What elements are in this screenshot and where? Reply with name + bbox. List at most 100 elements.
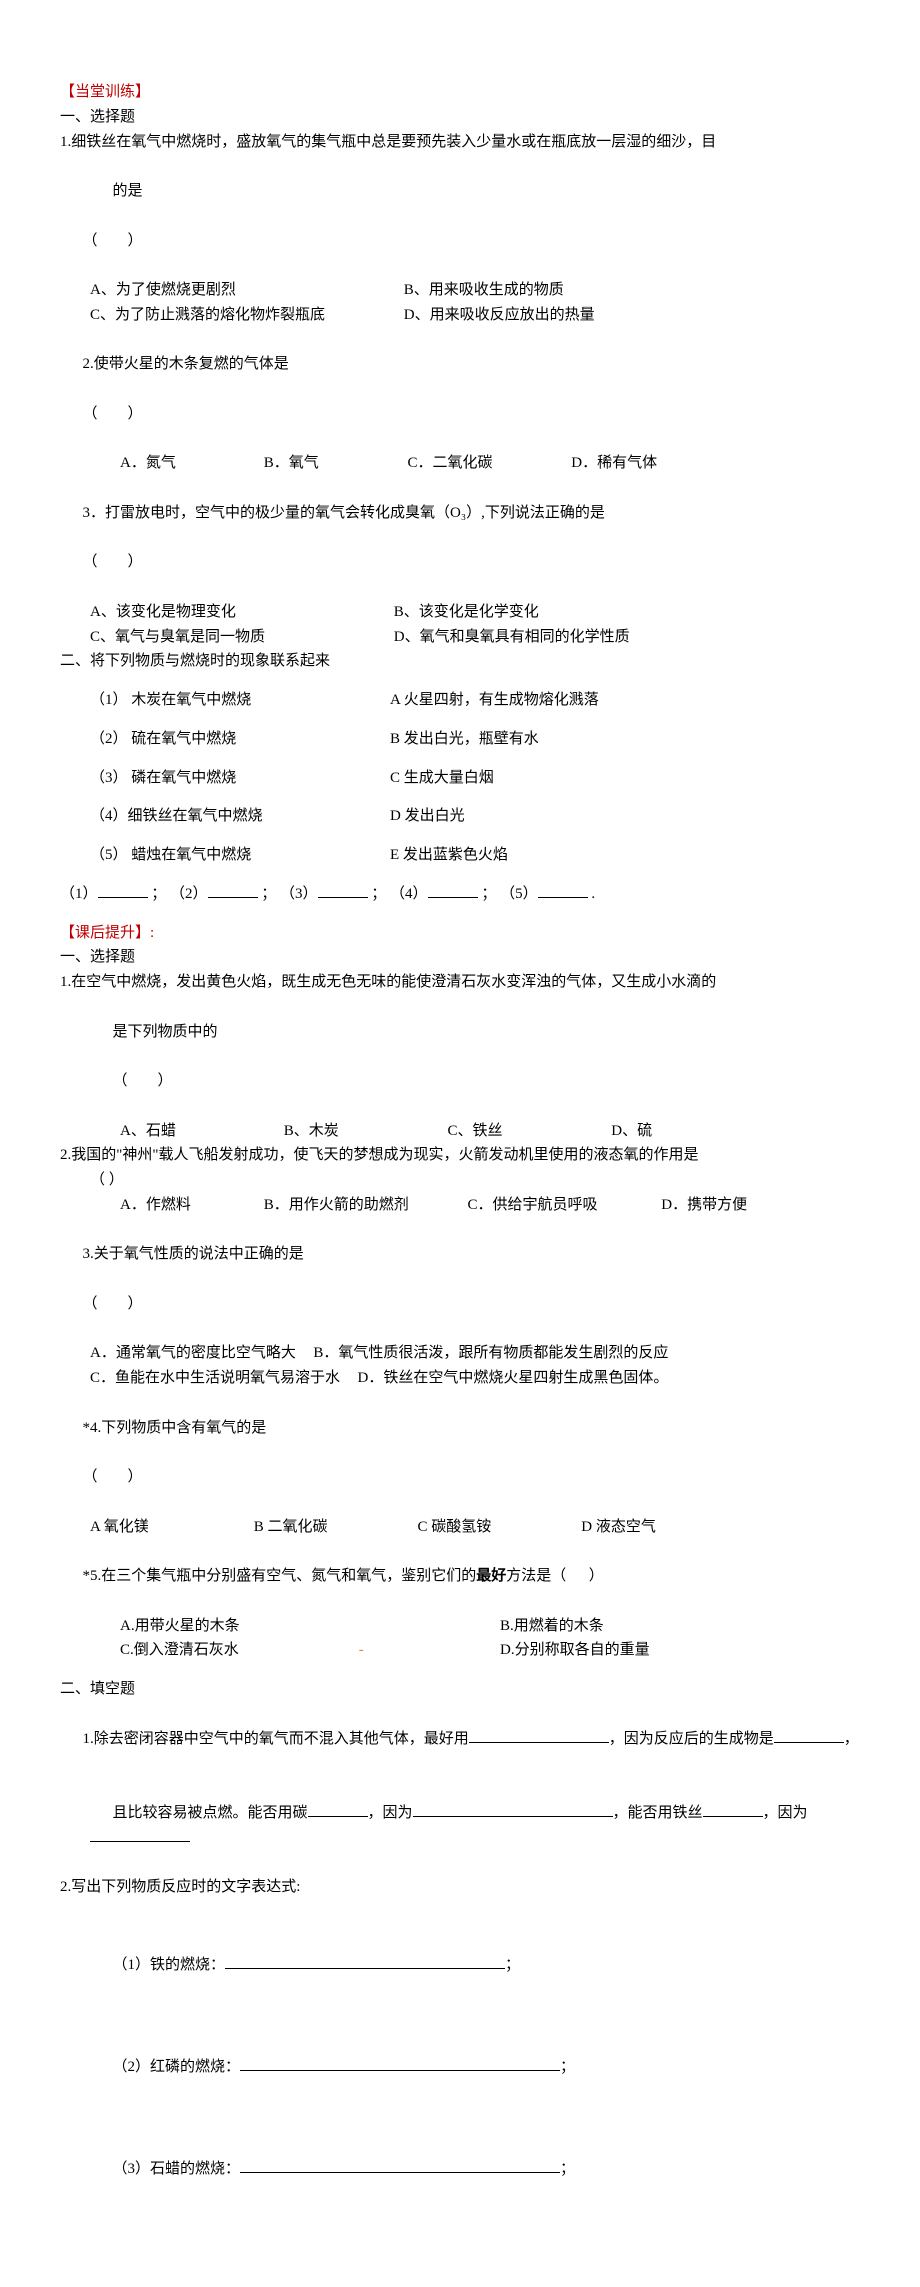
q3-opt-c: C、氧气与臭氧是同一物质 (90, 625, 390, 650)
s2q1-d: D、硫 (611, 1123, 652, 1139)
section-1: 【当堂训练】 一、选择题 1.细铁丝在氧气中燃烧时，盛放氧气的集气瓶中总是要预先… (60, 80, 860, 907)
section-2-header: 【课后提升】: (60, 921, 860, 946)
s2q5-d: D.分别称取各自的重量 (500, 1638, 650, 1663)
orange-mark: - (359, 1642, 364, 1658)
f1-blank4[interactable] (413, 1801, 613, 1817)
match-row-1: （1） 木炭在氧气中燃烧 A 火星四射，有生成物熔化溅落 (90, 688, 860, 713)
match-l3: （3） 磷在氧气中燃烧 (90, 766, 390, 791)
s2q1-stem1: 1.在空气中燃烧，发出黄色火焰，既生成无色无味的能使澄清石灰水变浑浊的气体，又生… (60, 970, 860, 995)
f1-blank5[interactable] (703, 1801, 763, 1817)
q1-opt-c: C、为了防止溅落的熔化物炸裂瓶底 (90, 303, 400, 328)
section-2-sub2: 二、填空题 (60, 1677, 860, 1702)
f1-line2: 且比较容易被点燃。能否用碳，因为，能否用铁丝，因为 (90, 1776, 860, 1875)
s2-q1: 1.在空气中燃烧，发出黄色火焰，既生成无色无味的能使澄清石灰水变浑浊的气体，又生… (60, 970, 860, 1143)
q2-opt-a: A．氮气 (120, 451, 260, 476)
s2q3-stem: 3.关于氧气性质的说法中正确的是 （ ） (60, 1218, 860, 1342)
s2q3-row2: C．鱼能在水中生活说明氧气易溶于水 D．铁丝在空气中燃烧火星四射生成黑色固体。 (90, 1366, 860, 1391)
q1-opt-d: D、用来吸收反应放出的热量 (404, 307, 595, 323)
q3-options-row2: C、氧气与臭氧是同一物质 D、氧气和臭氧具有相同的化学性质 (90, 625, 860, 650)
s2q2-d: D．携带方便 (661, 1197, 747, 1213)
s2q2-paren: （ ） (90, 1172, 124, 1188)
section-1-sub2: 二、将下列物质与燃烧时的现象联系起来 (60, 649, 860, 674)
s2q2-options: A．作燃料 B．用作火箭的助燃剂 C．供给宇航员呼吸 D．携带方便 (120, 1193, 860, 1218)
f2-title: 2.写出下列物质反应时的文字表达式: (60, 1875, 860, 1900)
s2q1-stem2: 是下列物质中的 （ ） (90, 995, 860, 1119)
s2q3-a: A．通常氧气的密度比空气略大 (90, 1345, 296, 1361)
f1-line1: 1.除去密闭容器中空气中的氧气而不混入其他气体，最好用，因为反应后的生成物是， (60, 1702, 860, 1776)
q3-paren: （ ） (83, 554, 143, 570)
f2-blank1[interactable] (225, 1953, 505, 1969)
ans-blank-5[interactable] (538, 882, 588, 898)
s2q5-stem: *5.在三个集气瓶中分别盛有空气、氮气和氧气，鉴别它们的最好方法是（ ） (60, 1539, 860, 1613)
s2q4-a: A 氧化镁 (90, 1515, 250, 1540)
s2q2-c: C．供给宇航员呼吸 (468, 1193, 658, 1218)
q3-opt-b: B、该变化是化学变化 (394, 604, 539, 620)
s2q1-a: A、石蜡 (120, 1119, 280, 1144)
match-row-5: （5） 蜡烛在氧气中燃烧 E 发出蓝紫色火焰 (90, 843, 860, 868)
q2-options: A．氮气 B．氧气 C．二氧化碳 D．稀有气体 (120, 451, 860, 476)
s1-q3: 3．打雷放电时，空气中的极少量的氧气会转化成臭氧（O₃）,下列说法正确的是 （ … (60, 476, 860, 649)
s2q2-stem: 2.我国的"神州"载人飞船发射成功，使飞天的梦想成为现实，火箭发动机里使用的液态… (60, 1143, 860, 1168)
q3-options-row1: A、该变化是物理变化 B、该变化是化学变化 (90, 600, 860, 625)
section-1-header: 【当堂训练】 (60, 80, 860, 105)
s2q5-a: A.用带火星的木条 (120, 1614, 500, 1639)
q2-opt-c: C．二氧化碳 (408, 451, 568, 476)
match-l5: （5） 蜡烛在氧气中燃烧 (90, 843, 390, 868)
match-answers: （1） ； （2） ； （3） ； （4） ； （5） . (60, 882, 860, 907)
s2q4-b: B 二氧化碳 (254, 1515, 414, 1540)
f2-blank3[interactable] (240, 2157, 560, 2173)
f1-blank3[interactable] (308, 1801, 368, 1817)
match-r3: C 生成大量白烟 (390, 766, 494, 791)
f2-blank2[interactable] (240, 2055, 560, 2071)
s2q2-a: A．作燃料 (120, 1193, 260, 1218)
match-l2: （2） 硫在氧气中燃烧 (90, 727, 390, 752)
match-row-4: （4）细铁丝在氧气中燃烧 D 发出白光 (90, 804, 860, 829)
s2q2-b: B．用作火箭的助燃剂 (264, 1193, 464, 1218)
s1-q2: 2.使带火星的木条复燃的气体是 （ ） A．氮气 B．氧气 C．二氧化碳 D．稀… (60, 328, 860, 477)
match-r4: D 发出白光 (390, 804, 465, 829)
s2q4-c: C 碳酸氢铵 (418, 1515, 578, 1540)
match-l4: （4）细铁丝在氧气中燃烧 (90, 804, 390, 829)
ans-blank-4[interactable] (428, 882, 478, 898)
s2q1-paren: （ ） (113, 1073, 173, 1089)
s2q1-b: B、木炭 (284, 1119, 444, 1144)
s2q1-options: A、石蜡 B、木炭 C、铁丝 D、硫 (120, 1119, 860, 1144)
s2q3-d: D．铁丝在空气中燃烧火星四射生成黑色固体。 (358, 1370, 669, 1386)
f1-blank2[interactable] (774, 1727, 844, 1743)
q2-opt-d: D．稀有气体 (571, 455, 657, 471)
q1-options-row1: A、为了使燃烧更剧烈 B、用来吸收生成的物质 (90, 278, 860, 303)
s2-q4: *4.下列物质中含有氧气的是 （ ） A 氧化镁 B 二氧化碳 C 碳酸氢铵 D… (60, 1391, 860, 1540)
match-row-3: （3） 磷在氧气中燃烧 C 生成大量白烟 (90, 766, 860, 791)
match-l1: （1） 木炭在氧气中燃烧 (90, 688, 390, 713)
s2q4-d: D 液态空气 (581, 1519, 656, 1535)
f2-item3: （3）石蜡的燃烧：； (90, 2132, 860, 2206)
q1-opt-b: B、用来吸收生成的物质 (404, 282, 564, 298)
f2-item1: （1）铁的燃烧：； (90, 1928, 860, 2002)
s2q3-row1: A．通常氧气的密度比空气略大 B．氧气性质很活泼，跟所有物质都能发生剧烈的反应 (90, 1341, 860, 1366)
match-r1: A 火星四射，有生成物熔化溅落 (390, 688, 599, 713)
s2-fill2: 2.写出下列物质反应时的文字表达式: （1）铁的燃烧：； （2）红磷的燃烧：； … (60, 1875, 860, 2207)
ans-blank-1[interactable] (98, 882, 148, 898)
s2q3-c: C．鱼能在水中生活说明氧气易溶于水 (90, 1370, 340, 1386)
s2q2-paren-row: （ ） (90, 1168, 860, 1193)
ans-blank-2[interactable] (208, 882, 258, 898)
match-r2: B 发出白光，瓶壁有水 (390, 727, 539, 752)
q1-stem-line1: 1.细铁丝在氧气中燃烧时，盛放氧气的集气瓶中总是要预先装入少量水或在瓶底放一层湿… (60, 130, 860, 155)
f1-blank6[interactable] (90, 1826, 190, 1842)
q2-stem: 2.使带火星的木条复燃的气体是 （ ） (60, 328, 860, 452)
q3-stem: 3．打雷放电时，空气中的极少量的氧气会转化成臭氧（O₃）,下列说法正确的是 （ … (60, 476, 860, 600)
q1-paren: （ ） (83, 233, 143, 249)
section-2-sub1: 一、选择题 (60, 945, 860, 970)
match-row-2: （2） 硫在氧气中燃烧 B 发出白光，瓶壁有水 (90, 727, 860, 752)
q3-opt-d: D、氧气和臭氧具有相同的化学性质 (394, 629, 630, 645)
f1-blank1[interactable] (469, 1727, 609, 1743)
s2q3-paren: （ ） (83, 1296, 143, 1312)
ans-blank-3[interactable] (318, 882, 368, 898)
q1-options-row2: C、为了防止溅落的熔化物炸裂瓶底 D、用来吸收反应放出的热量 (90, 303, 860, 328)
q2-opt-b: B．氧气 (264, 451, 404, 476)
s2q5-c: C.倒入澄清石灰水- (120, 1638, 500, 1663)
s2q5-bold: 最好 (476, 1568, 506, 1584)
f2-item2: （2）红磷的燃烧：； (90, 2030, 860, 2104)
s2-q2: 2.我国的"神州"载人飞船发射成功，使飞天的梦想成为现实，火箭发动机里使用的液态… (60, 1143, 860, 1217)
s1-q1: 1.细铁丝在氧气中燃烧时，盛放氧气的集气瓶中总是要预先装入少量水或在瓶底放一层湿… (60, 130, 860, 328)
